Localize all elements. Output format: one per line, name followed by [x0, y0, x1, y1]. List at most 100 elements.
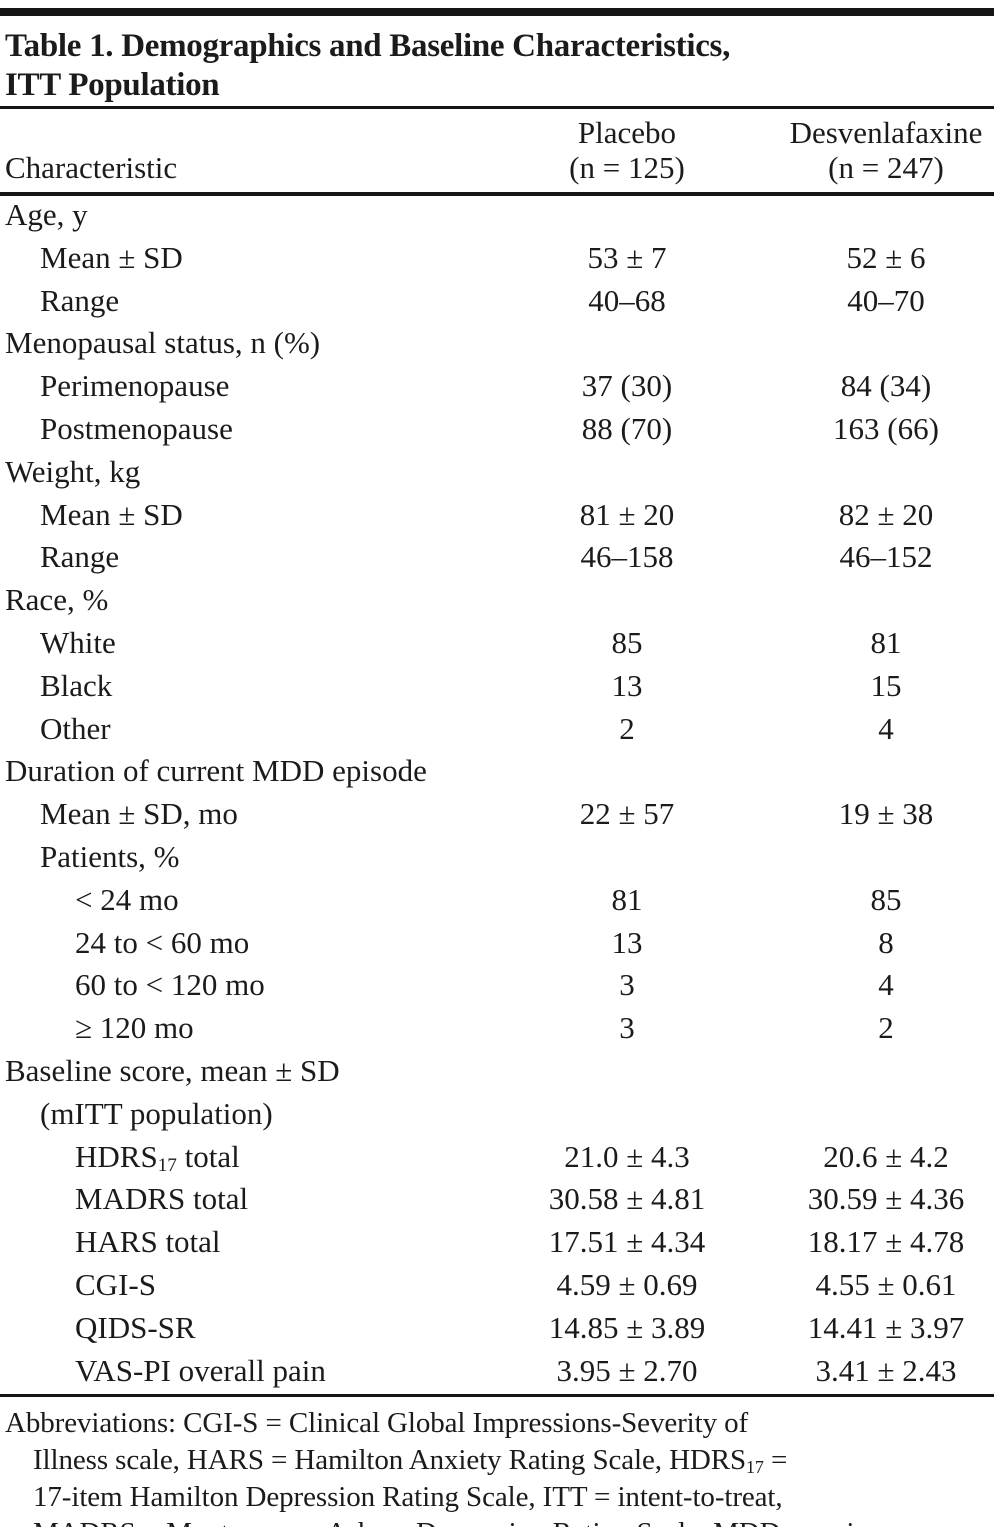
row-label: Range: [40, 282, 120, 318]
row-label: Postmenopause: [40, 410, 233, 446]
table-row: Mean ± SD 53 ± 7 52 ± 6: [0, 239, 994, 282]
table-title-line2: ITT Population: [5, 67, 220, 103]
table-row: Weight, kg: [0, 453, 994, 496]
row-value-desvenlafaxine: [778, 324, 994, 367]
row-value-placebo: 37 (30): [581, 368, 673, 404]
row-value-desvenlafaxine: 4: [878, 710, 894, 746]
row-value-desvenlafaxine: 81: [870, 624, 902, 660]
row-value-placebo: 13: [611, 667, 643, 703]
abbreviations-line: MADRS = Montgomery-Asberg Depression Rat…: [5, 1517, 994, 1527]
row-label: Range: [40, 539, 120, 575]
row-value-desvenlafaxine: 163 (66): [833, 410, 939, 446]
demographics-table: Characteristic Placebo (n = 125) Desvenl…: [0, 109, 994, 1394]
row-value-desvenlafaxine: 14.41 ± 3.97: [807, 1309, 965, 1345]
row-value-desvenlafaxine: 19 ± 38: [838, 796, 934, 832]
table-row: Postmenopause 88 (70) 163 (66): [0, 410, 994, 453]
row-value-placebo: [476, 1052, 778, 1095]
row-label: VAS-PI overall pain: [75, 1352, 326, 1388]
row-value-desvenlafaxine: 40–70: [847, 282, 925, 318]
column-header-desvenlafaxine-n: (n = 247): [828, 150, 944, 185]
row-value-desvenlafaxine: 8: [878, 924, 894, 960]
row-value-desvenlafaxine: [778, 194, 994, 239]
abbreviations-line: Abbreviations: CGI-S = Clinical Global I…: [5, 1407, 749, 1440]
row-label: Race, %: [5, 582, 109, 618]
row-value-desvenlafaxine: 15: [870, 667, 902, 703]
column-header-desvenlafaxine: Desvenlafaxine (n = 247): [778, 109, 994, 196]
row-label: Mean ± SD: [40, 496, 183, 532]
row-value-desvenlafaxine: 4.55 ± 0.61: [815, 1266, 957, 1302]
column-header-desvenlafaxine-name: Desvenlafaxine: [789, 115, 983, 150]
table-row: Age, y: [0, 194, 994, 239]
row-value-placebo: [476, 581, 778, 624]
row-label: Duration of current MDD episode: [5, 753, 427, 789]
table-row: Patients, %: [0, 838, 994, 881]
row-label: Other: [40, 710, 111, 746]
row-label: HDRS17 total: [75, 1138, 240, 1177]
abbreviations-line: 17-item Hamilton Depression Rating Scale…: [33, 1480, 783, 1513]
row-value-placebo: [476, 838, 778, 881]
table-row: Range 40–68 40–70: [0, 282, 994, 325]
row-value-placebo: 3: [619, 967, 635, 1003]
row-label: Baseline score, mean ± SD: [5, 1052, 340, 1088]
row-label: Patients, %: [40, 838, 180, 874]
column-header-placebo: Placebo (n = 125): [476, 109, 778, 196]
row-value-desvenlafaxine: 52 ± 6: [846, 239, 926, 275]
row-value-desvenlafaxine: 30.59 ± 4.36: [807, 1181, 965, 1217]
row-label: Mean ± SD: [40, 239, 183, 275]
body-bottom-rule: [0, 1394, 994, 1398]
row-value-placebo: [476, 1095, 778, 1138]
row-label: Black: [40, 667, 113, 703]
column-header-placebo-name: Placebo: [577, 115, 677, 150]
row-value-placebo: 13: [611, 924, 643, 960]
row-value-placebo: 14.85 ± 3.89: [548, 1309, 706, 1345]
table-title: Table 1. Demographics and Baseline Chara…: [0, 16, 994, 106]
row-value-placebo: 81: [611, 881, 643, 917]
table-row: Duration of current MDD episode: [0, 752, 994, 795]
row-value-desvenlafaxine: [778, 838, 994, 881]
row-value-desvenlafaxine: [778, 752, 994, 795]
table-row: HDRS17 total 21.0 ± 4.3 20.6 ± 4.2: [0, 1138, 994, 1181]
row-label: 60 to < 120 mo: [75, 967, 265, 1003]
row-value-placebo: 17.51 ± 4.34: [548, 1224, 706, 1260]
row-value-placebo: 88 (70): [581, 410, 673, 446]
table-row: 24 to < 60 mo 13 8: [0, 924, 994, 967]
table-row: Perimenopause 37 (30) 84 (34): [0, 367, 994, 410]
row-label: ≥ 120 mo: [75, 1010, 194, 1046]
top-rule: [0, 8, 994, 16]
table-row: White 85 81: [0, 624, 994, 667]
table-row: Mean ± SD, mo 22 ± 57 19 ± 38: [0, 795, 994, 838]
header-row: Characteristic Placebo (n = 125) Desvenl…: [0, 109, 994, 196]
title-divider-rule: [0, 106, 994, 109]
row-value-desvenlafaxine: 18.17 ± 4.78: [807, 1224, 965, 1260]
row-value-desvenlafaxine: 2: [878, 1010, 894, 1046]
row-label: MADRS total: [75, 1181, 249, 1217]
table-row: Race, %: [0, 581, 994, 624]
table-title-line1: Table 1. Demographics and Baseline Chara…: [5, 28, 731, 64]
row-value-desvenlafaxine: 4: [878, 967, 894, 1003]
table-row: Range 46–158 46–152: [0, 538, 994, 581]
row-value-desvenlafaxine: [778, 581, 994, 624]
table-row: Baseline score, mean ± SD: [0, 1052, 994, 1095]
row-label: (mITT population): [40, 1095, 273, 1131]
row-value-placebo: 53 ± 7: [587, 239, 667, 275]
table-row: Menopausal status, n (%): [0, 324, 994, 367]
table-row: CGI-S 4.59 ± 0.69 4.55 ± 0.61: [0, 1266, 994, 1309]
row-value-desvenlafaxine: 82 ± 20: [838, 496, 934, 532]
row-value-placebo: 22 ± 57: [579, 796, 675, 832]
row-value-placebo: 4.59 ± 0.69: [556, 1266, 698, 1302]
row-value-desvenlafaxine: [778, 453, 994, 496]
row-label: < 24 mo: [75, 881, 179, 917]
row-value-placebo: [476, 324, 778, 367]
row-label: Age, y: [5, 197, 88, 232]
row-label: 24 to < 60 mo: [75, 924, 250, 960]
row-value-placebo: 21.0 ± 4.3: [564, 1138, 690, 1174]
table-row: MADRS total 30.58 ± 4.81 30.59 ± 4.36: [0, 1180, 994, 1223]
table-row: Black 13 15: [0, 667, 994, 710]
row-label: QIDS-SR: [75, 1309, 196, 1345]
row-label: Mean ± SD, mo: [40, 796, 238, 832]
row-value-desvenlafaxine: 46–152: [839, 539, 933, 575]
row-value-desvenlafaxine: [778, 1095, 994, 1138]
row-label: HARS total: [75, 1224, 221, 1260]
row-value-desvenlafaxine: 3.41 ± 2.43: [815, 1352, 957, 1388]
